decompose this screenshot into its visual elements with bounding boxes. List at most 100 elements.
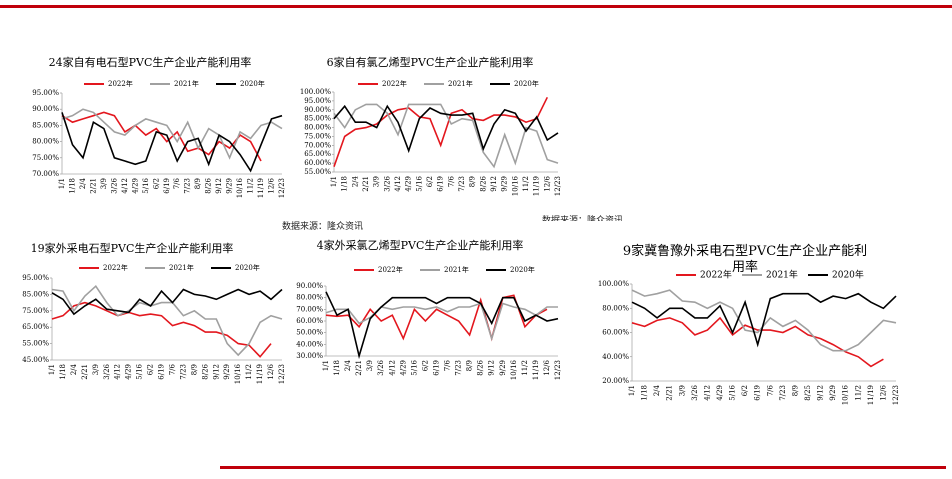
x-tick-label: 6/2 bbox=[426, 176, 434, 187]
x-tick-label: 2/21 bbox=[666, 385, 674, 401]
y-tick-label: 70.00% bbox=[304, 141, 331, 149]
y-tick-label: 55.00% bbox=[304, 168, 331, 176]
chart-title: 4家外采氯乙烯型PVC生产企业产能利用率 bbox=[317, 238, 524, 252]
x-tick-label: 11/19 bbox=[256, 364, 264, 384]
x-tick-label: 3/9 bbox=[373, 176, 381, 187]
legend-label: 2020年 bbox=[832, 269, 864, 281]
series-line bbox=[51, 301, 272, 358]
y-tick-label: 100.00% bbox=[598, 280, 629, 288]
legend-label: 2021年 bbox=[169, 263, 194, 272]
x-tick-label: 3/26 bbox=[383, 175, 391, 191]
title-part: 9家冀鲁豫外采电石型PVC生产企业产能利 bbox=[623, 243, 867, 259]
x-tick-label: 10/16 bbox=[511, 175, 519, 196]
x-tick-label: 2/4 bbox=[653, 384, 661, 396]
legend-label: 2021年 bbox=[444, 265, 469, 274]
x-tick-label: 2/21 bbox=[89, 178, 97, 194]
x-tick-label: 11/19 bbox=[867, 385, 875, 405]
x-tick-label: 6/19 bbox=[754, 385, 762, 401]
series-line bbox=[631, 292, 897, 348]
series-line bbox=[631, 289, 897, 352]
x-tick-label: 10/16 bbox=[236, 177, 244, 198]
x-tick-label: 1/1 bbox=[322, 360, 330, 371]
y-tick-label: 30.00% bbox=[296, 352, 323, 360]
x-tick-label: 11/2 bbox=[521, 360, 529, 376]
series-line bbox=[61, 112, 283, 173]
source-note: 数据来源：隆众资讯 bbox=[282, 221, 364, 231]
x-tick-label: 12/6 bbox=[879, 384, 887, 400]
x-tick-label: 8/9 bbox=[194, 178, 202, 189]
x-tick-label: 4/12 bbox=[703, 385, 711, 401]
source-note: 数据来源：隆众资讯 bbox=[542, 215, 624, 221]
y-tick-label: 80.00% bbox=[296, 294, 323, 302]
legend-label: 2020年 bbox=[514, 79, 539, 88]
chart-title: 6家自有氯乙烯型PVC生产企业产能利用率 bbox=[327, 55, 534, 69]
y-tick-label: 95.00% bbox=[32, 89, 59, 97]
x-tick-label: 1/18 bbox=[341, 176, 349, 192]
x-tick-label: 7/6 bbox=[173, 177, 181, 189]
x-tick-label: 7/6 bbox=[444, 359, 452, 371]
y-tick-label: 20.00% bbox=[602, 377, 629, 385]
x-tick-label: 7/23 bbox=[458, 176, 466, 192]
x-tick-label: 1/1 bbox=[48, 364, 56, 375]
x-tick-label: 2/4 bbox=[351, 175, 359, 187]
y-tick-label: 65.00% bbox=[22, 323, 49, 331]
x-tick-label: 1/18 bbox=[641, 385, 649, 401]
y-tick-label: 75.00% bbox=[32, 154, 59, 162]
x-tick-label: 8/25 bbox=[804, 385, 812, 401]
legend-label: 2021年 bbox=[766, 269, 798, 281]
x-tick-label: 12/6 bbox=[543, 175, 551, 191]
legend-label: 2020年 bbox=[510, 265, 535, 274]
x-tick-label: 1/1 bbox=[58, 178, 66, 189]
x-tick-label: 3/9 bbox=[92, 364, 100, 375]
x-tick-label: 10/16 bbox=[510, 359, 518, 380]
x-tick-label: 9/12 bbox=[488, 360, 496, 376]
y-tick-label: 60.00% bbox=[296, 317, 323, 325]
x-tick-label: 12/6 bbox=[543, 359, 551, 375]
x-tick-label: 3/9 bbox=[100, 178, 108, 189]
y-tick-label: 80.00% bbox=[304, 124, 331, 132]
series-line bbox=[51, 284, 283, 357]
x-tick-label: 11/2 bbox=[245, 364, 253, 380]
x-tick-label: 11/2 bbox=[522, 176, 530, 192]
x-tick-label: 5/16 bbox=[729, 384, 737, 400]
x-tick-label: 5/16 bbox=[415, 175, 423, 191]
x-tick-label: 5/16 bbox=[410, 359, 418, 375]
x-tick-label: 4/29 bbox=[131, 178, 139, 194]
x-tick-label: 6/19 bbox=[432, 360, 440, 376]
y-tick-label: 90.00% bbox=[296, 282, 323, 290]
x-tick-label: 6/2 bbox=[421, 360, 429, 371]
x-tick-label: 12/6 bbox=[267, 363, 275, 379]
series-line bbox=[61, 111, 262, 162]
legend-label: 2022年 bbox=[378, 265, 403, 274]
x-tick-label: 1/18 bbox=[59, 364, 67, 380]
x-tick-label: 9/29 bbox=[223, 364, 231, 380]
x-tick-label: 4/12 bbox=[388, 360, 396, 376]
x-tick-label: 10/16 bbox=[842, 384, 850, 405]
y-tick-label: 50.00% bbox=[296, 329, 323, 337]
y-tick-label: 80.00% bbox=[602, 304, 629, 312]
y-tick-label: 75.00% bbox=[22, 307, 49, 315]
x-tick-label: 7/23 bbox=[779, 385, 787, 401]
x-tick-label: 7/6 bbox=[766, 384, 774, 396]
y-tick-label: 55.00% bbox=[22, 340, 49, 348]
legend-label: 2021年 bbox=[174, 79, 199, 88]
x-tick-label: 6/19 bbox=[437, 176, 445, 192]
y-tick-label: 75.00% bbox=[304, 132, 331, 140]
x-tick-label: 9/12 bbox=[212, 364, 220, 380]
x-tick-label: 7/6 bbox=[447, 175, 455, 187]
x-tick-label: 1/1 bbox=[330, 176, 338, 187]
x-tick-label: 8/26 bbox=[477, 359, 485, 375]
chart-title: 24家自有电石型PVC生产企业产能利用率 bbox=[49, 55, 252, 69]
x-tick-label: 7/6 bbox=[168, 363, 176, 375]
x-tick-label: 3/26 bbox=[110, 177, 118, 193]
x-tick-label: 7/23 bbox=[184, 178, 192, 194]
y-tick-label: 70.00% bbox=[32, 170, 59, 178]
y-tick-label: 90.00% bbox=[32, 105, 59, 113]
x-tick-label: 1/18 bbox=[68, 178, 76, 194]
x-tick-label: 8/26 bbox=[479, 175, 487, 191]
legend-label: 2022年 bbox=[108, 79, 133, 88]
bottom-rule bbox=[220, 466, 946, 469]
x-tick-label: 4/12 bbox=[394, 176, 402, 192]
title-part: 用率 bbox=[732, 259, 758, 275]
